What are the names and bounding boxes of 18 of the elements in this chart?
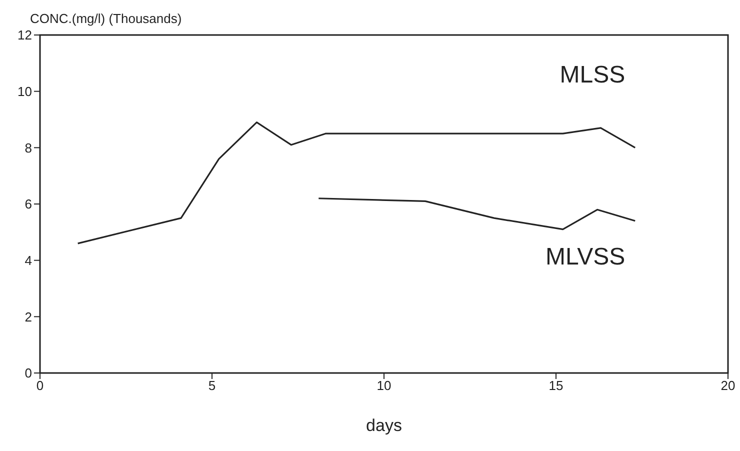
x-tick-label: 15 [548, 378, 564, 394]
line-series [77, 122, 636, 244]
y-tick-label: 6 [24, 196, 32, 212]
x-tick-label: 5 [208, 378, 216, 394]
series-label: MLVSS [546, 243, 626, 270]
y-tick-label: 10 [18, 84, 32, 99]
y-tick-label: 0 [24, 366, 32, 381]
line-series [318, 198, 636, 230]
x-axis-title: days [366, 416, 402, 435]
y-tick-label: 12 [18, 28, 32, 43]
series-label: MLSS [560, 61, 626, 88]
x-tick-label: 20 [720, 378, 736, 394]
y-tick-label: 8 [24, 140, 32, 156]
y-axis-title: CONC.(mg/l) (Thousands) [30, 11, 182, 26]
y-tick-label: 4 [24, 252, 32, 268]
y-tick-label: 2 [24, 309, 32, 324]
x-tick-label: 10 [376, 378, 392, 394]
x-tick-label: 0 [36, 378, 44, 394]
